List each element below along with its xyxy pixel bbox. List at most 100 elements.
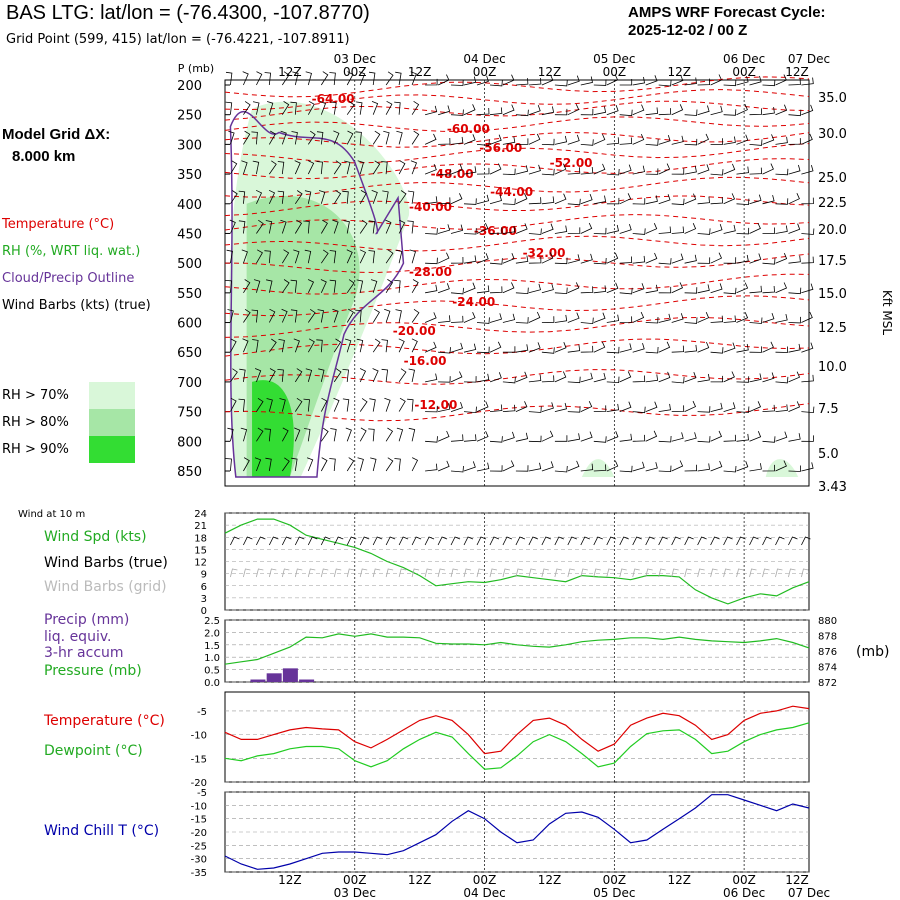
wind-barb bbox=[762, 107, 775, 116]
wind-barb bbox=[266, 398, 273, 412]
temperature-ytick-label: -5 bbox=[197, 707, 207, 718]
wind-barb bbox=[359, 249, 367, 264]
wind-barb bbox=[528, 164, 541, 175]
wind-barb bbox=[320, 427, 329, 442]
wind-barb bbox=[463, 104, 476, 116]
top-date-label: 07 Dec bbox=[788, 52, 830, 66]
wind-barb bbox=[424, 341, 437, 353]
wind-barb bbox=[515, 78, 529, 86]
wind-barb bbox=[411, 279, 419, 294]
wind-ytick-label: 24 bbox=[194, 509, 207, 520]
pressure-tick-label: 700 bbox=[177, 376, 202, 391]
wind-barb bbox=[411, 130, 420, 145]
wind-barb bbox=[305, 368, 313, 383]
temperature-contour-label: -44.00 bbox=[490, 185, 533, 199]
wind-barb bbox=[385, 219, 392, 234]
wind-barb bbox=[697, 463, 710, 472]
wind-barb bbox=[632, 255, 646, 264]
wind-barb bbox=[658, 403, 671, 412]
wind-barb bbox=[333, 338, 342, 353]
pressure-axis-label: P (mb) bbox=[178, 62, 214, 75]
temperature-contour-label: -24.00 bbox=[452, 295, 495, 309]
wind-barb-true bbox=[243, 536, 253, 546]
wind-barb bbox=[515, 193, 528, 205]
wind-barb bbox=[801, 256, 814, 264]
wind-barb bbox=[619, 343, 632, 353]
top-date-label: 06 Dec bbox=[723, 52, 765, 66]
wind-barb bbox=[359, 368, 367, 383]
wind-barb bbox=[788, 109, 802, 117]
wind-barb bbox=[463, 282, 476, 294]
wind-barb bbox=[775, 252, 788, 264]
wind-barb-true bbox=[346, 536, 357, 546]
wind-barb bbox=[385, 249, 394, 264]
wind-barb bbox=[502, 376, 516, 384]
forecast-cycle-label: AMPS WRF Forecast Cycle: bbox=[628, 4, 826, 21]
wind-barb bbox=[788, 287, 802, 295]
wind-barb bbox=[438, 376, 451, 383]
wind-barb bbox=[632, 434, 646, 442]
wind-barb bbox=[658, 108, 672, 116]
wind-barb bbox=[279, 398, 286, 412]
wind-barb bbox=[567, 104, 580, 116]
wind-barb bbox=[658, 341, 671, 353]
legend-rh: RH (%, WRT liq. wat.) bbox=[2, 244, 141, 259]
cloud-outline bbox=[229, 110, 405, 478]
wind-barb bbox=[606, 137, 620, 145]
wind-barb bbox=[489, 194, 502, 205]
wind-barb bbox=[346, 308, 354, 323]
wind-barb bbox=[749, 346, 762, 353]
legend-cloud: Cloud/Precip Outline bbox=[2, 271, 135, 286]
wind-barb bbox=[307, 100, 315, 115]
wind-barb bbox=[801, 374, 814, 383]
wind-barb bbox=[736, 343, 749, 353]
wind-barb bbox=[658, 465, 672, 473]
wind-barb-true bbox=[411, 536, 422, 546]
wind-barb-grid bbox=[801, 568, 809, 578]
wind-barb-true bbox=[476, 536, 487, 546]
wind-barb bbox=[515, 223, 528, 234]
wind-barb bbox=[502, 460, 515, 472]
bottom-hour-label: 00Z bbox=[732, 873, 756, 887]
wind-barb bbox=[320, 249, 329, 264]
pressure-tick-label: 850 bbox=[177, 465, 202, 480]
wind-barb bbox=[281, 101, 290, 115]
temperature-contour-label: -40.00 bbox=[409, 200, 452, 214]
wind-barb bbox=[243, 279, 251, 294]
wind-barb-true bbox=[749, 536, 759, 546]
wind-barb-grid bbox=[684, 568, 692, 578]
wind-barb bbox=[710, 138, 723, 145]
height-tick-label: 22.5 bbox=[818, 196, 847, 211]
wind-barb bbox=[515, 344, 529, 353]
top-hour-label: 00Z bbox=[732, 65, 756, 79]
height-tick-label: 25.0 bbox=[818, 171, 847, 186]
wind-barb bbox=[372, 338, 381, 353]
wind-barb bbox=[593, 405, 607, 412]
wind-barb bbox=[567, 344, 581, 353]
wind-barb bbox=[567, 134, 580, 145]
bottom-date-label: 04 Dec bbox=[463, 886, 505, 900]
temperature-contour-label: -56.00 bbox=[479, 141, 522, 155]
wind-barb bbox=[489, 372, 502, 383]
wind-barb bbox=[372, 308, 380, 323]
wind-barb bbox=[697, 228, 711, 235]
wind-barb bbox=[684, 138, 698, 146]
wind-barb-true bbox=[775, 536, 785, 546]
wind-barb bbox=[384, 397, 391, 412]
wind-barb bbox=[580, 76, 593, 86]
wind-barb bbox=[593, 312, 606, 323]
temperature-contour bbox=[224, 116, 810, 133]
wind-barb bbox=[291, 457, 298, 472]
wind-barb bbox=[277, 369, 284, 382]
top-hour-label: 12Z bbox=[408, 65, 432, 79]
wind-barb bbox=[762, 341, 774, 353]
wind-barb bbox=[788, 255, 801, 264]
wind-barb-true bbox=[580, 536, 590, 546]
chart-title: BAS LTG: lat/lon = (-76.4300, -107.8770) bbox=[6, 2, 370, 24]
height-tick-label: 7.5 bbox=[818, 402, 839, 417]
wind-speed-line bbox=[224, 518, 810, 605]
wind-barb-grid bbox=[242, 568, 251, 578]
wind-barb bbox=[684, 109, 698, 116]
wind-barb bbox=[359, 398, 368, 412]
wind-barb bbox=[424, 105, 438, 116]
